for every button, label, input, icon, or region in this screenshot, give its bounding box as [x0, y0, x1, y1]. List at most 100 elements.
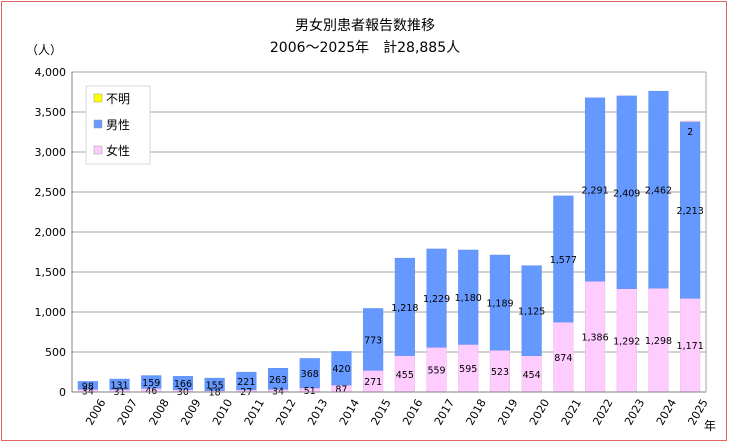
bar-男性-2020 [521, 265, 542, 356]
data-label: 874 [554, 353, 572, 364]
x-tick-label: 2020 [527, 397, 552, 428]
bar-男性-2013 [299, 358, 320, 389]
legend-entry: 女性 [106, 143, 130, 158]
data-label: 51 [304, 386, 316, 397]
y-axis-ticks: 0 500 1,000 1,500 2,000 2,500 3,000 3,500 4,000 [35, 66, 67, 399]
bar-男性-2006 [77, 381, 98, 390]
bar-男性-2012 [267, 367, 289, 390]
bar-男性-2008 [141, 375, 162, 389]
x-tick-label: 2022 [590, 397, 615, 428]
legend-entry: 不明 [106, 92, 130, 106]
data-label: 523 [491, 367, 509, 378]
data-label: 1,189 [486, 299, 513, 310]
data-label: 1,298 [645, 336, 672, 347]
chart-title: 男女別患者報告数推移 [295, 17, 435, 34]
data-label: 559 [427, 366, 445, 377]
bar-男性-2007 [109, 378, 130, 390]
data-label: 455 [396, 370, 414, 381]
bar-男性-2024 [648, 90, 669, 289]
bar-男性-2015 [363, 308, 384, 371]
legend-swatch [93, 145, 103, 155]
x-tick-label: 2023 [622, 397, 647, 428]
data-label: 87 [335, 385, 347, 396]
x-axis-ticks: 2006 2007 2008 2009 2010 2011 2012 2013 2014 2015… [83, 397, 711, 428]
x-tick-label: 2024 [654, 397, 679, 428]
data-label: 271 [364, 377, 382, 388]
data-label: 368 [301, 369, 319, 380]
y-tick-label: 1,000 [35, 306, 67, 319]
chart-subtitle: 2006〜2025年 計28,885人 [270, 40, 460, 56]
y-tick-label: 0 [59, 386, 66, 399]
data-label: 221 [237, 377, 255, 388]
bar-男性-2022 [584, 97, 606, 282]
axes [71, 72, 707, 393]
x-tick-label: 2015 [368, 397, 393, 428]
y-tick-label: 3,000 [35, 146, 67, 159]
data-label: 2,409 [613, 188, 640, 199]
x-tick-label: 2010 [210, 397, 235, 428]
bar-男性-2009 [172, 376, 194, 390]
x-tick-label: 2009 [178, 397, 203, 428]
y-tick-label: 1,500 [35, 266, 67, 279]
x-tick-label: 2008 [147, 397, 172, 428]
gridlines [72, 71, 706, 393]
bar-不明-2025 [680, 120, 701, 122]
data-label: 1,171 [677, 341, 704, 352]
y-tick-label: 500 [45, 346, 66, 359]
bar-男性-2014 [331, 351, 352, 386]
data-label: 98 [82, 381, 94, 392]
y-tick-label: 4,000 [35, 66, 67, 79]
data-label: 263 [269, 375, 287, 386]
data-label: 1,386 [581, 333, 608, 344]
bar-男性-2010 [204, 377, 225, 391]
y-axis-unit-label: （人） [26, 43, 62, 57]
x-tick-label: 2006 [83, 397, 108, 428]
data-label: 166 [174, 379, 192, 390]
data-label: 1,577 [550, 255, 577, 266]
x-tick-label: 2021 [559, 397, 584, 428]
data-label: 1,125 [518, 307, 545, 318]
legend-entry: 男性 [106, 118, 130, 132]
data-label: 159 [142, 378, 160, 389]
data-label: 454 [523, 370, 541, 381]
x-tick-label: 2013 [305, 397, 330, 428]
data-label: 1,218 [391, 303, 418, 314]
x-tick-label: 2014 [337, 397, 362, 428]
legend-swatch [93, 93, 103, 103]
y-tick-label: 2,500 [35, 186, 67, 199]
bar-男性-2016 [394, 257, 415, 356]
legend-swatch [93, 119, 103, 129]
bar-男性-2021 [553, 195, 574, 323]
x-tick-label: 2019 [495, 397, 520, 428]
data-label: 131 [110, 380, 128, 391]
y-tick-label: 3,500 [35, 106, 67, 119]
data-label: 420 [332, 364, 350, 375]
bar-男性-2019 [489, 254, 511, 351]
x-axis-unit-label: 年 [704, 419, 716, 433]
x-tick-label: 2011 [242, 397, 267, 428]
data-label: 2,213 [677, 206, 704, 217]
data-label: 773 [364, 335, 382, 346]
x-tick-label: 2012 [273, 397, 298, 428]
bar-男性-2023 [616, 95, 637, 289]
data-label: 1,292 [613, 336, 640, 347]
x-tick-label: 2017 [432, 397, 457, 428]
data-label: 2,462 [645, 186, 672, 197]
data-label: 2,291 [581, 185, 608, 196]
data-label: 1,229 [423, 294, 450, 305]
data-label: 2 [687, 127, 693, 138]
x-tick-label: 2007 [115, 397, 140, 428]
data-label: 595 [459, 364, 477, 375]
data-label: 18 [209, 387, 221, 398]
bar-男性-2018 [458, 249, 479, 345]
x-tick-label: 2016 [400, 397, 425, 428]
bar-男性-2017 [426, 248, 447, 348]
data-label: 155 [206, 380, 224, 391]
y-tick-label: 2,000 [35, 226, 67, 239]
x-tick-label: 2018 [464, 397, 489, 428]
bar-男性-2011 [236, 371, 257, 391]
